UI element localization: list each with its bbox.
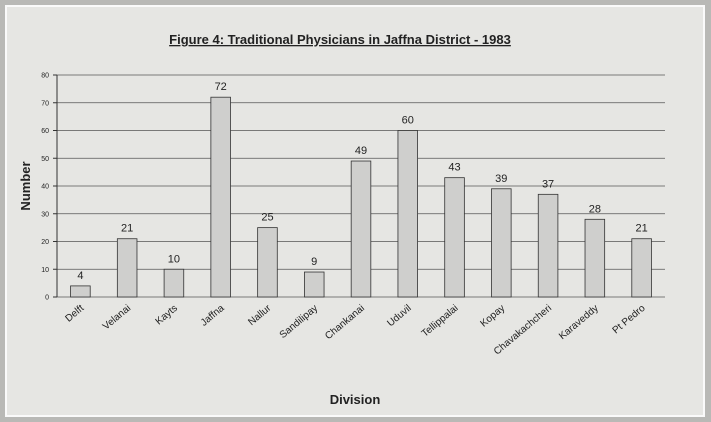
data-label: 49	[355, 145, 367, 157]
y-tick-label: 30	[41, 211, 49, 218]
chart-title: Figure 4: Traditional Physicians in Jaff…	[169, 32, 511, 47]
data-label: 9	[311, 256, 317, 268]
y-tick-label: 80	[41, 73, 49, 80]
bar	[257, 227, 278, 298]
bar	[116, 238, 138, 298]
bar	[70, 285, 91, 298]
bar	[444, 177, 465, 298]
y-tick-label: 50	[41, 156, 49, 163]
data-label: 28	[589, 203, 601, 215]
data-label: 39	[495, 173, 507, 185]
bar	[163, 268, 185, 298]
y-tick-label: 70	[41, 100, 49, 107]
data-label: 25	[261, 212, 273, 224]
data-label: 21	[121, 223, 133, 235]
y-tick-label: 0	[45, 295, 49, 302]
bar	[210, 96, 231, 298]
bar	[350, 160, 372, 298]
x-axis-label: Division	[330, 392, 381, 407]
bar	[491, 188, 512, 298]
bar	[397, 130, 418, 298]
data-label: 10	[168, 253, 180, 265]
data-label: 37	[542, 178, 554, 190]
y-tick-label: 60	[41, 128, 49, 135]
data-label: 72	[215, 81, 227, 93]
data-label: 21	[635, 223, 647, 235]
data-label: 60	[402, 115, 414, 127]
data-label: 43	[448, 162, 460, 174]
y-tick-label: 10	[41, 267, 49, 274]
y-tick-label: 40	[41, 184, 49, 191]
y-axis-label: Number	[18, 161, 33, 210]
y-tick-label: 20	[41, 239, 49, 246]
bar	[537, 193, 559, 298]
bar	[584, 218, 606, 298]
bar	[304, 271, 325, 298]
bar	[631, 238, 652, 298]
data-label: 4	[77, 270, 83, 282]
